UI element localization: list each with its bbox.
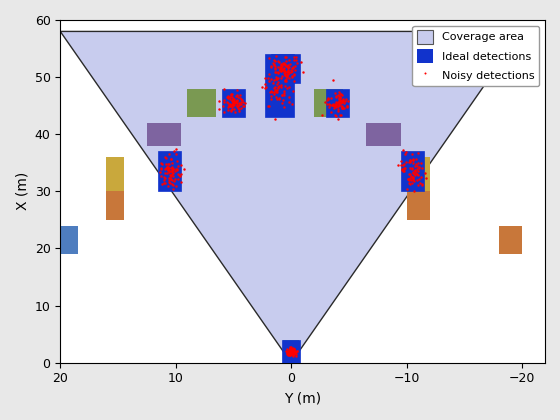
Bar <box>271 54 300 83</box>
X-axis label: Y (m): Y (m) <box>284 391 321 405</box>
Bar <box>265 54 294 117</box>
Bar <box>407 157 430 192</box>
Bar <box>326 89 349 117</box>
Bar <box>158 151 181 192</box>
Bar <box>407 192 430 220</box>
Bar <box>314 89 343 117</box>
Legend: Coverage area, Ideal detections, Noisy detections: Coverage area, Ideal detections, Noisy d… <box>412 26 539 86</box>
Bar <box>106 192 124 220</box>
Bar <box>401 151 424 192</box>
Bar <box>187 89 216 117</box>
Bar <box>222 89 245 117</box>
Bar <box>106 157 124 192</box>
Polygon shape <box>60 32 522 363</box>
Bar <box>147 123 181 146</box>
Bar <box>283 340 299 363</box>
Bar <box>366 123 401 146</box>
Y-axis label: X (m): X (m) <box>15 172 29 210</box>
Bar <box>282 340 300 363</box>
Bar <box>60 226 78 254</box>
Bar <box>499 226 522 254</box>
